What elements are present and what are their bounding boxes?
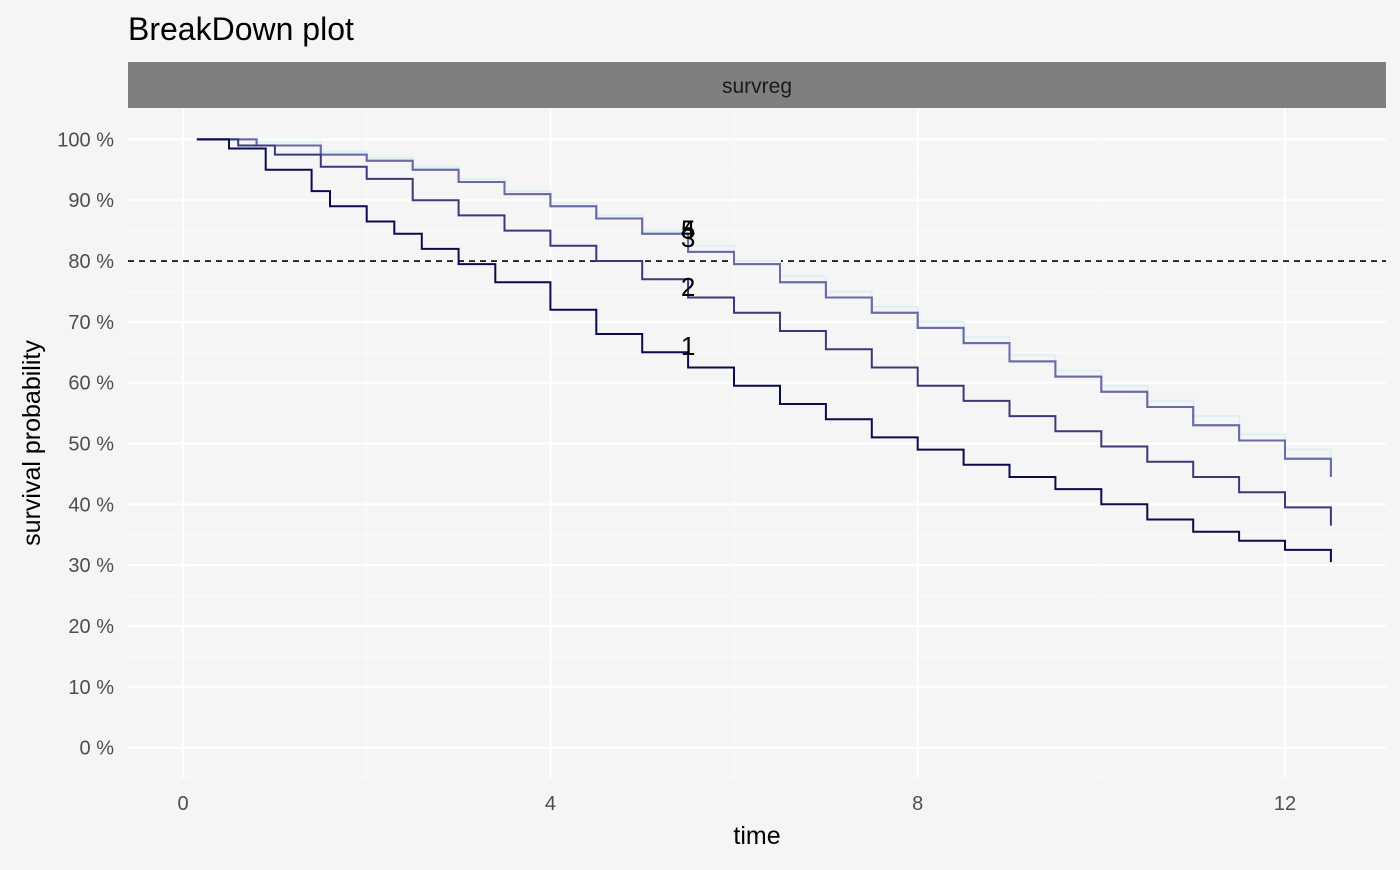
x-axis-title: time bbox=[733, 822, 780, 850]
series-line-3 bbox=[196, 138, 1332, 477]
series-label-5: 5 bbox=[681, 214, 695, 244]
chart-title: BreakDown plot bbox=[128, 11, 354, 47]
series-label-4: 4 bbox=[681, 214, 695, 244]
y-tick-label: 0 % bbox=[80, 738, 115, 760]
x-tick-label: 4 bbox=[545, 793, 556, 815]
y-tick-label: 30 % bbox=[68, 555, 114, 577]
facet-strip bbox=[128, 62, 1386, 108]
y-tick-label: 50 % bbox=[68, 434, 114, 456]
x-axis: 0 4 8 12 bbox=[178, 793, 1297, 815]
series-label-2: 2 bbox=[681, 272, 695, 302]
facet-label: survreg bbox=[722, 75, 792, 98]
series-label-3: 3 bbox=[681, 223, 695, 253]
y-tick-label: 10 % bbox=[68, 677, 114, 699]
series-label-1: 1 bbox=[681, 331, 695, 361]
y-tick-label: 80 % bbox=[68, 251, 114, 273]
y-tick-label: 60 % bbox=[68, 373, 114, 395]
x-tick-label: 0 bbox=[178, 793, 189, 815]
x-tick-label: 12 bbox=[1274, 793, 1296, 815]
series-line-2 bbox=[196, 138, 1332, 526]
y-tick-label: 20 % bbox=[68, 616, 114, 638]
y-tick-label: 40 % bbox=[68, 494, 114, 516]
y-tick-label: 70 % bbox=[68, 312, 114, 334]
y-tick-label: 90 % bbox=[68, 190, 114, 212]
grid bbox=[128, 109, 1386, 779]
y-tick-label: 100 % bbox=[57, 129, 114, 151]
series-lines bbox=[196, 138, 1332, 563]
series-labels: 1 2 345 bbox=[681, 214, 695, 361]
series-line-1 bbox=[196, 138, 1332, 563]
x-tick-label: 8 bbox=[912, 793, 923, 815]
y-axis-title: survival probability bbox=[18, 340, 46, 546]
y-axis: 0 % 10 % 20 % 30 % 40 % 50 % 60 % 70 % 80 % 90 % 1… bbox=[57, 129, 114, 759]
